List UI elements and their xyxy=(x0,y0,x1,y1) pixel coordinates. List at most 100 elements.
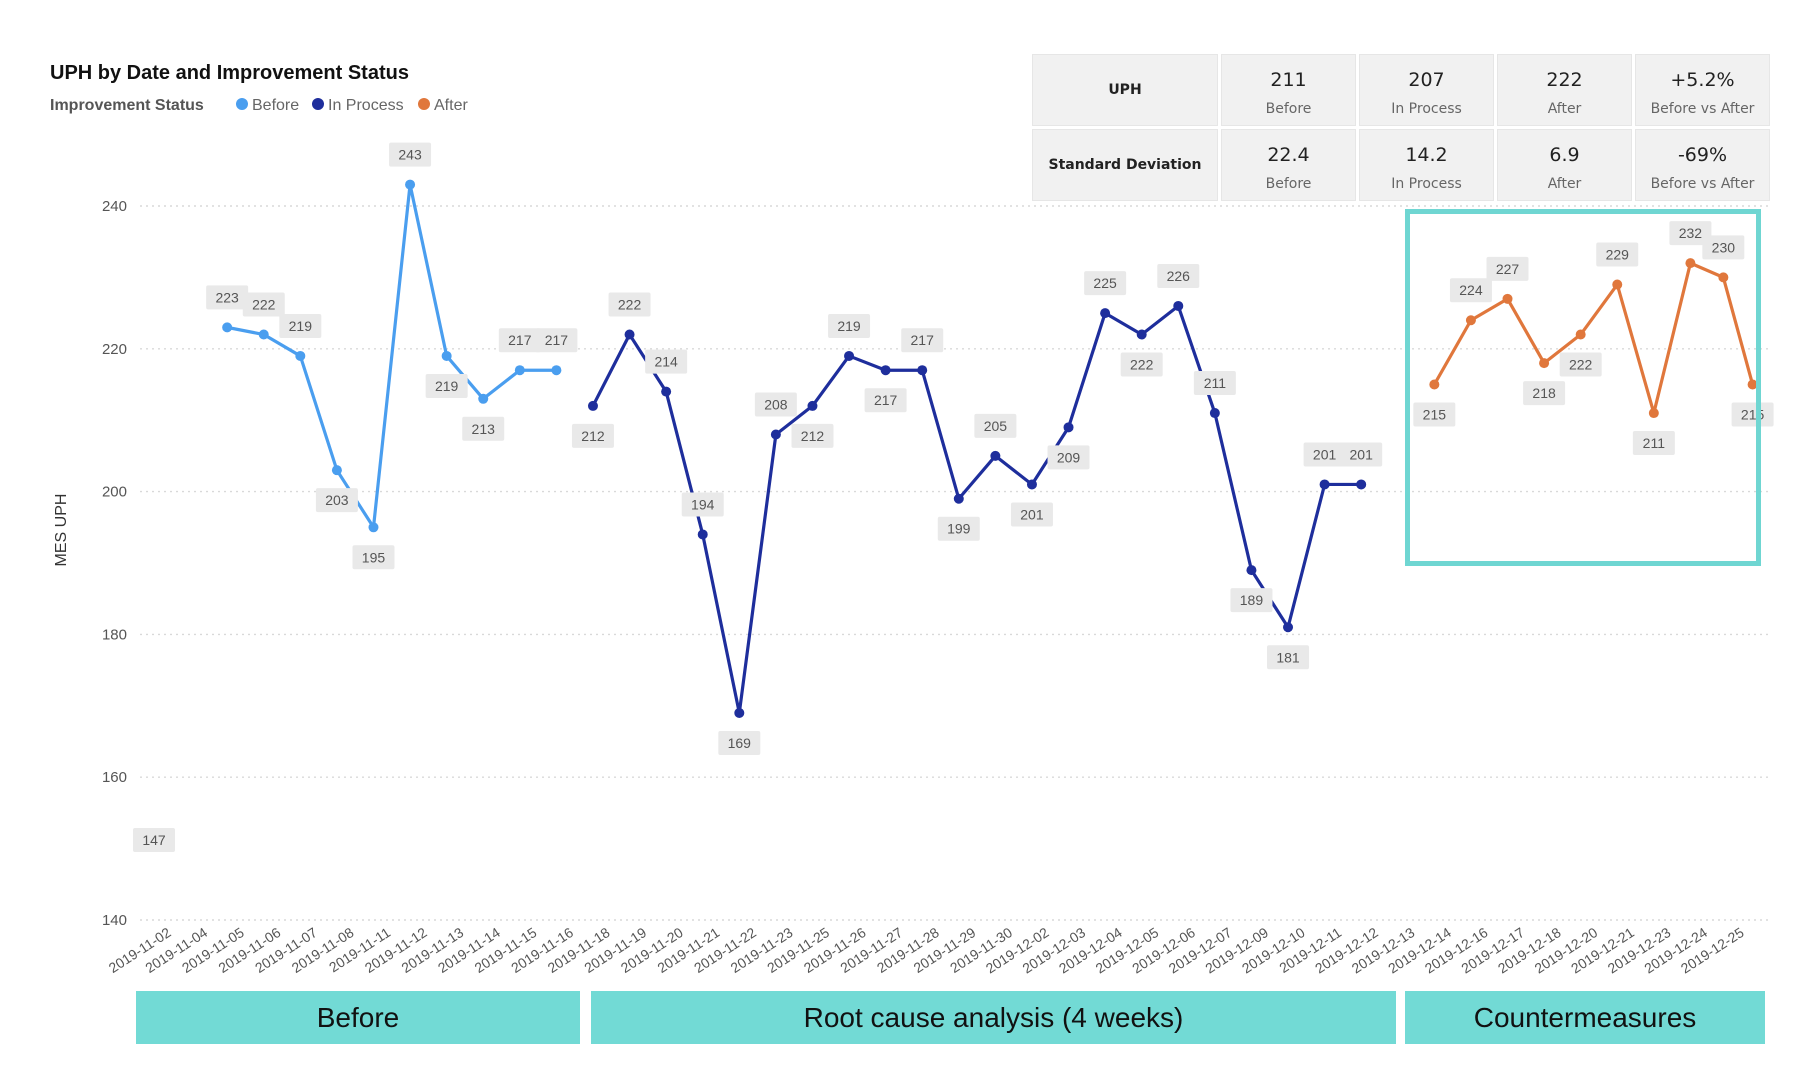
data-point xyxy=(441,350,452,361)
series-line xyxy=(591,304,1362,715)
countermeasures-highlight-box xyxy=(1405,209,1761,566)
data-point xyxy=(258,329,269,340)
data-label: 226 xyxy=(1157,263,1200,288)
data-label: 194 xyxy=(681,492,724,517)
data-label: 219 xyxy=(425,373,468,398)
stats-row-label: UPH xyxy=(1032,54,1218,126)
stats-row-std-dev: Standard Deviation 22.4 Before 14.2 In Pro… xyxy=(1032,129,1770,201)
data-label: 212 xyxy=(571,423,614,448)
phase-root-cause-analysis: Root cause analysis (4 weeks) xyxy=(591,991,1396,1044)
svg-text:229: 229 xyxy=(1606,247,1630,263)
data-label: 227 xyxy=(1486,256,1529,281)
data-label: 223 xyxy=(206,285,249,310)
svg-text:219: 219 xyxy=(289,318,313,334)
series xyxy=(222,179,1758,718)
gridlines xyxy=(140,205,1770,921)
data-label: 232 xyxy=(1669,221,1712,246)
data-point xyxy=(1612,279,1623,290)
data-labels: 147 223 222 219 203 195 243 219 213 217 217 212 222 2… xyxy=(133,142,1774,853)
data-point xyxy=(1209,408,1220,419)
data-point xyxy=(1718,272,1729,283)
svg-text:232: 232 xyxy=(1679,225,1703,241)
data-label: 213 xyxy=(462,416,505,441)
svg-text:205: 205 xyxy=(984,418,1008,434)
stats-cell: +5.2% Before vs After xyxy=(1635,54,1770,126)
legend-marker-after xyxy=(418,98,430,110)
series-line xyxy=(1432,261,1755,415)
svg-text:195: 195 xyxy=(362,549,386,565)
svg-text:217: 217 xyxy=(911,332,935,348)
data-label: 217 xyxy=(498,328,541,353)
data-label: 199 xyxy=(937,516,980,541)
data-label: 222 xyxy=(608,292,651,317)
y-tick-label: 140 xyxy=(102,912,127,929)
svg-text:209: 209 xyxy=(1057,449,1081,465)
data-label: 214 xyxy=(645,349,688,374)
x-axis-ticks: 2019-11-022019-11-042019-11-052019-11-06… xyxy=(106,924,1747,977)
svg-text:217: 217 xyxy=(874,392,898,408)
data-point xyxy=(587,400,598,411)
data-point xyxy=(734,707,745,718)
data-label: 229 xyxy=(1596,242,1639,267)
svg-text:217: 217 xyxy=(508,332,532,348)
svg-text:219: 219 xyxy=(435,378,459,394)
data-label: 209 xyxy=(1047,445,1090,470)
svg-text:203: 203 xyxy=(325,492,349,508)
data-point xyxy=(478,393,489,404)
svg-text:219: 219 xyxy=(837,318,861,334)
data-point xyxy=(1747,379,1758,390)
phase-countermeasures: Countermeasures xyxy=(1405,991,1765,1044)
data-label: 203 xyxy=(315,488,358,513)
legend-label-in-process: In Process xyxy=(328,97,404,114)
svg-text:211: 211 xyxy=(1643,435,1666,451)
data-label: 222 xyxy=(1120,352,1163,377)
stats-cell: 14.2 In Process xyxy=(1359,129,1494,201)
data-point xyxy=(368,522,379,533)
svg-text:222: 222 xyxy=(252,297,276,313)
y-tick-label: 240 xyxy=(102,198,127,215)
data-label: 222 xyxy=(242,292,285,317)
y-tick-label: 220 xyxy=(102,341,127,358)
data-label: 217 xyxy=(864,388,907,413)
data-point xyxy=(1063,422,1074,433)
data-point xyxy=(1246,565,1257,576)
svg-text:147: 147 xyxy=(142,832,166,848)
data-label: 201 xyxy=(1303,442,1346,467)
data-label: 189 xyxy=(1230,588,1273,613)
svg-text:243: 243 xyxy=(398,147,422,163)
y-tick-label: 160 xyxy=(102,769,127,786)
legend-label-after: After xyxy=(434,97,468,114)
data-point xyxy=(405,179,416,190)
data-point xyxy=(1685,258,1696,269)
data-point xyxy=(514,365,525,376)
svg-text:181: 181 xyxy=(1276,649,1300,665)
data-label: 147 xyxy=(133,828,175,853)
data-point xyxy=(1539,358,1550,369)
data-point xyxy=(953,493,964,504)
data-point xyxy=(295,350,306,361)
data-point xyxy=(1173,300,1184,311)
data-label: 208 xyxy=(754,392,797,417)
svg-text:226: 226 xyxy=(1167,268,1191,284)
data-point xyxy=(844,350,855,361)
stats-cell: -69% Before vs After xyxy=(1635,129,1770,201)
stats-cell: 207 In Process xyxy=(1359,54,1494,126)
legend-marker-before xyxy=(236,98,248,110)
data-point xyxy=(880,365,891,376)
data-point xyxy=(1429,379,1440,390)
data-label: 212 xyxy=(791,423,834,448)
data-label: 218 xyxy=(1523,381,1566,406)
svg-text:189: 189 xyxy=(1240,592,1264,608)
svg-text:225: 225 xyxy=(1093,275,1117,291)
data-label: 201 xyxy=(1010,502,1053,527)
data-point xyxy=(770,429,781,440)
data-point xyxy=(990,450,1001,461)
svg-text:230: 230 xyxy=(1712,239,1736,255)
svg-text:201: 201 xyxy=(1350,446,1374,462)
stats-row-label: Standard Deviation xyxy=(1032,129,1218,201)
stats-table: UPH 211 Before 207 In Process 222 After +5.… xyxy=(1029,51,1773,204)
data-point xyxy=(807,400,818,411)
stats-cell: 22.4 Before xyxy=(1221,129,1356,201)
svg-text:211: 211 xyxy=(1204,375,1227,391)
